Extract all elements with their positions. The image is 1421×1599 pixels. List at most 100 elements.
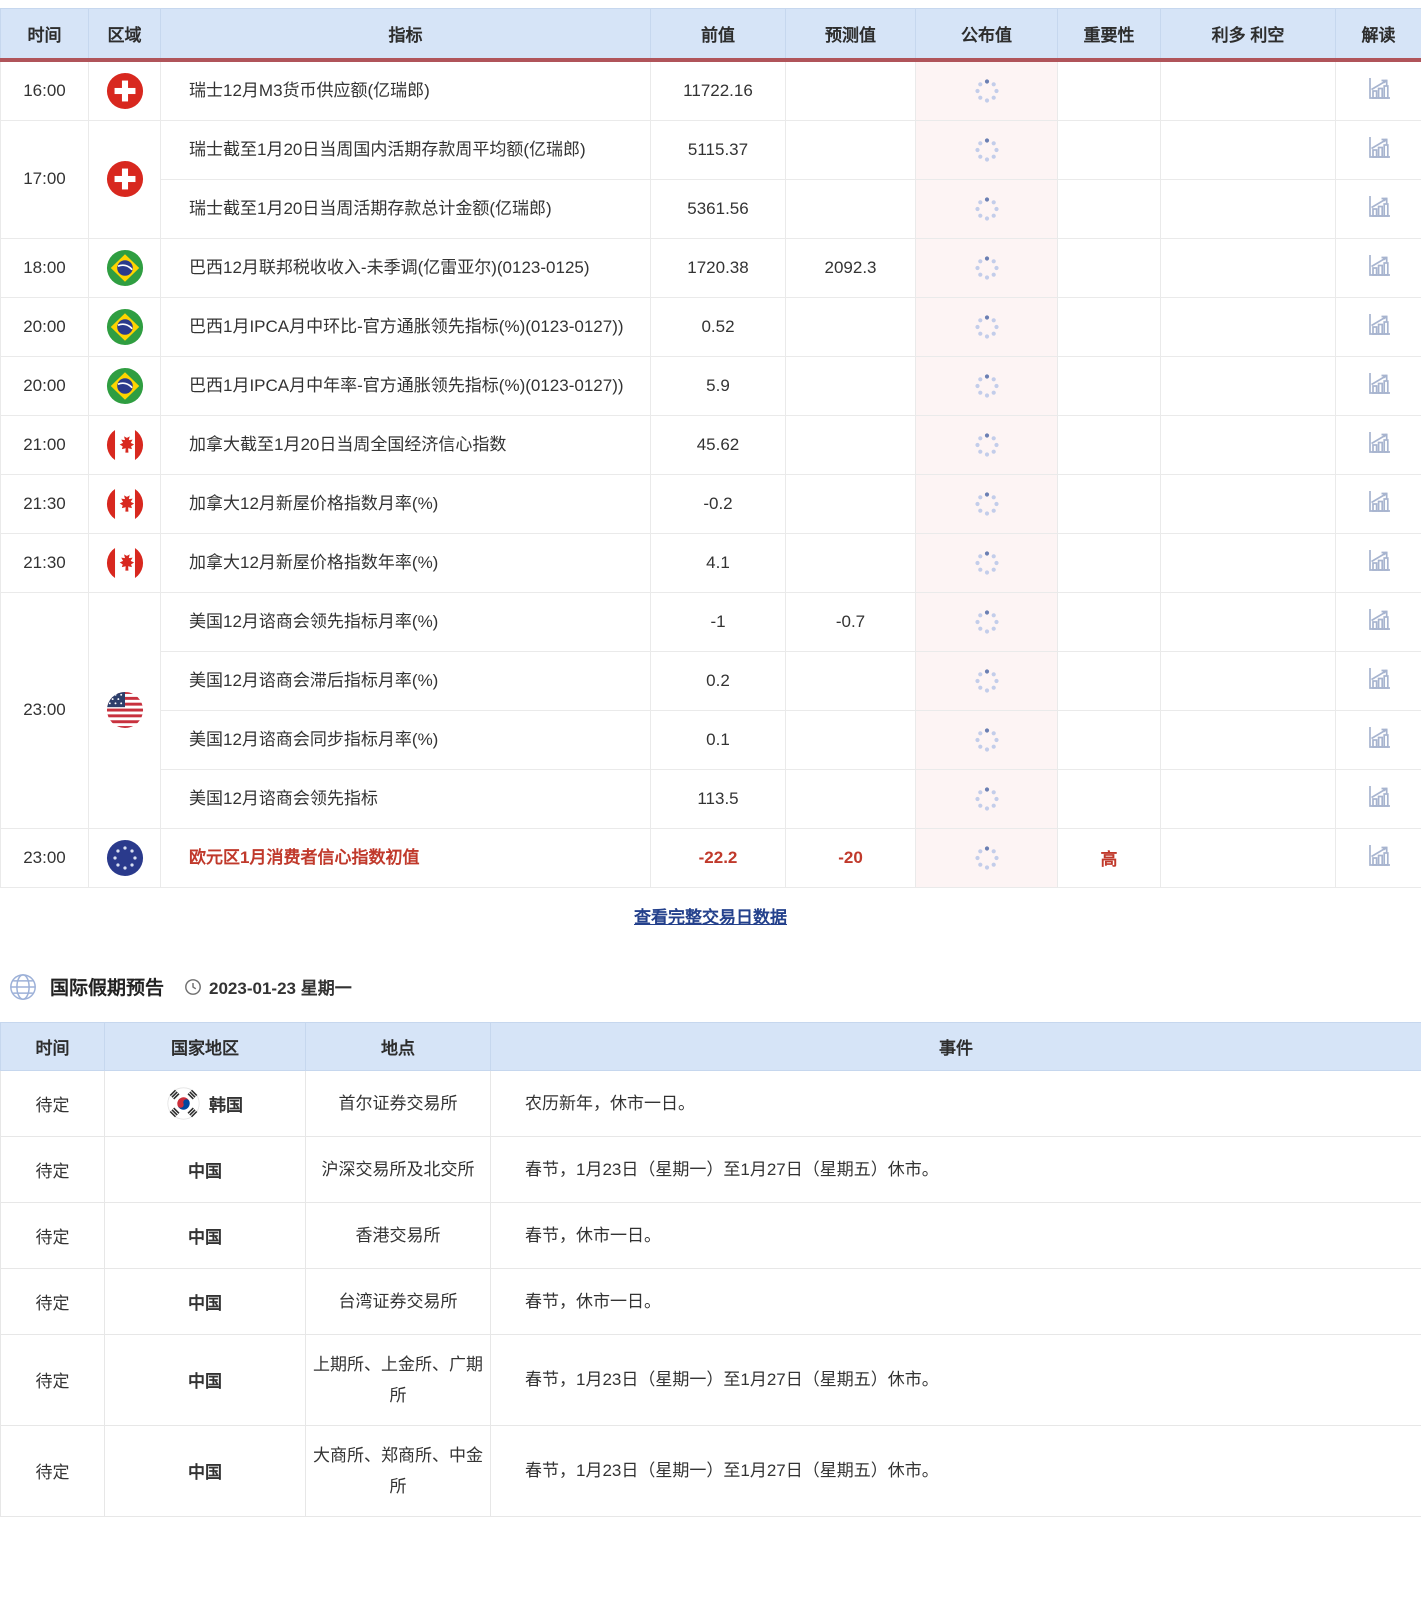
indicator-label: 瑞士截至1月20日当周国内活期存款周平均额(亿瑞郎)	[160, 119, 651, 180]
bullish-bearish-cell	[1160, 473, 1336, 534]
bullish-bearish-cell	[1160, 709, 1336, 770]
importance-cell	[1057, 178, 1161, 239]
previous-value: 0.1	[650, 709, 786, 770]
holiday-event: 春节，1月23日（星期一）至1月27日（星期五）休市。	[490, 1135, 1421, 1203]
holiday-country-cell: 中国	[104, 1201, 306, 1269]
bullish-bearish-cell	[1160, 59, 1336, 121]
interpret-chart-icon[interactable]	[1365, 133, 1393, 161]
importance-cell	[1057, 59, 1161, 121]
importance-cell	[1057, 296, 1161, 357]
calendar-column-header: 时间	[0, 8, 89, 62]
calendar-column-header: 前值	[650, 8, 786, 62]
event-time: 21:00	[0, 414, 89, 475]
region-cell	[88, 59, 161, 121]
region-cell	[88, 414, 161, 475]
importance-cell: 高	[1057, 827, 1161, 888]
interpret-chart-icon[interactable]	[1365, 546, 1393, 574]
holiday-country-name: 中国	[188, 1372, 222, 1391]
holiday-time: 待定	[0, 1201, 105, 1269]
interpret-chart-icon[interactable]	[1365, 74, 1393, 102]
holiday-event: 春节，休市一日。	[490, 1267, 1421, 1335]
previous-value: 1720.38	[650, 237, 786, 298]
previous-value: 5115.37	[650, 119, 786, 180]
interpret-cell	[1335, 709, 1421, 770]
interpret-chart-icon[interactable]	[1365, 487, 1393, 515]
event-time: 23:00	[0, 827, 89, 888]
interpret-chart-icon[interactable]	[1365, 664, 1393, 692]
interpret-cell	[1335, 59, 1421, 121]
published-value-cell	[915, 827, 1058, 888]
interpret-cell	[1335, 650, 1421, 711]
holiday-row: 待定 中国 沪深交易所及北交所 春节，1月23日（星期一）至1月27日（星期五）休市。	[0, 1135, 1421, 1203]
forecast-value	[785, 119, 916, 180]
indicator-label: 巴西1月IPCA月中环比-官方通胀领先指标(%)(0123-0127))	[160, 296, 651, 357]
holiday-time: 待定	[0, 1333, 105, 1426]
region-cell	[88, 237, 161, 298]
interpret-chart-icon[interactable]	[1365, 841, 1393, 869]
importance-cell	[1057, 355, 1161, 416]
loading-spinner-icon	[916, 784, 1057, 814]
calendar-row: 16:00 瑞士12月M3货币供应额(亿瑞郎) 11722.16	[0, 59, 1421, 121]
calendar-row: 20:00 巴西1月IPCA月中环比-官方通胀领先指标(%)(0123-0127)…	[0, 296, 1421, 357]
holiday-row: 待定 中国 台湾证券交易所 春节，休市一日。	[0, 1267, 1421, 1335]
loading-spinner-icon	[916, 430, 1057, 460]
calendar-column-header: 利多 利空	[1160, 8, 1336, 62]
interpret-cell	[1335, 178, 1421, 239]
indicator-label: 瑞士12月M3货币供应额(亿瑞郎)	[160, 59, 651, 121]
bullish-bearish-cell	[1160, 414, 1336, 475]
holiday-location: 上期所、上金所、广期所	[305, 1333, 491, 1426]
calendar-row: 21:30 加拿大12月新屋价格指数月率(%) -0.2	[0, 473, 1421, 534]
importance-cell	[1057, 119, 1161, 180]
view-full-day-link[interactable]: 查看完整交易日数据	[634, 907, 787, 927]
holiday-country-name: 中国	[188, 1161, 222, 1181]
importance-cell	[1057, 532, 1161, 593]
interpret-chart-icon[interactable]	[1365, 310, 1393, 338]
interpret-cell	[1335, 237, 1421, 298]
holiday-row: 待定 中国 香港交易所 春节，休市一日。	[0, 1201, 1421, 1269]
interpret-chart-icon[interactable]	[1365, 782, 1393, 810]
previous-value: 5361.56	[650, 178, 786, 239]
holiday-location: 大商所、郑商所、中金所	[305, 1424, 491, 1517]
canada-flag-icon	[106, 426, 144, 464]
indicator-label: 美国12月谘商会滞后指标月率(%)	[160, 650, 651, 711]
forecast-value	[785, 473, 916, 534]
interpret-chart-icon[interactable]	[1365, 251, 1393, 279]
previous-value: -22.2	[650, 827, 786, 888]
importance-cell	[1057, 709, 1161, 770]
loading-spinner-icon	[916, 194, 1057, 224]
interpret-chart-icon[interactable]	[1365, 192, 1393, 220]
calendar-column-header: 指标	[160, 8, 651, 62]
calendar-row: 21:00 加拿大截至1月20日当周全国经济信心指数 45.62	[0, 414, 1421, 475]
loading-spinner-icon	[916, 371, 1057, 401]
holiday-header-row: 时间 国家地区 地点 事件	[0, 1021, 1421, 1071]
interpret-chart-icon[interactable]	[1365, 428, 1393, 456]
forecast-value	[785, 768, 916, 829]
calendar-row: 瑞士截至1月20日当周活期存款总计金额(亿瑞郎) 5361.56	[1, 178, 1421, 239]
bullish-bearish-cell	[1160, 237, 1336, 298]
interpret-chart-icon[interactable]	[1365, 369, 1393, 397]
forecast-value	[785, 709, 916, 770]
event-time: 17:00	[0, 119, 89, 239]
published-value-cell	[915, 296, 1058, 357]
eu-flag-icon	[106, 839, 144, 877]
previous-value: 11722.16	[650, 59, 786, 121]
published-value-cell	[915, 237, 1058, 298]
loading-spinner-icon	[916, 253, 1057, 283]
calendar-row: 18:00 巴西12月联邦税收收入-未季调(亿雷亚尔)(0123-0125) 172…	[0, 237, 1421, 298]
previous-value: 45.62	[650, 414, 786, 475]
calendar-row: 21:30 加拿大12月新屋价格指数年率(%) 4.1	[0, 532, 1421, 593]
bullish-bearish-cell	[1160, 119, 1336, 180]
interpret-cell	[1335, 414, 1421, 475]
indicator-label: 瑞士截至1月20日当周活期存款总计金额(亿瑞郎)	[160, 178, 651, 239]
event-time: 20:00	[0, 355, 89, 416]
interpret-chart-icon[interactable]	[1365, 723, 1393, 751]
holiday-section-title: 国际假期预告	[50, 978, 165, 999]
loading-spinner-icon	[916, 76, 1057, 106]
holiday-country-cell: 韩国	[104, 1069, 306, 1137]
interpret-chart-icon[interactable]	[1365, 605, 1393, 633]
brazil-flag-icon	[106, 367, 144, 405]
indicator-label: 美国12月谘商会领先指标	[160, 768, 651, 829]
interpret-cell	[1335, 827, 1421, 888]
calendar-row: 23:00 欧元区1月消费者信心指数初值 -22.2 -20 高	[0, 827, 1421, 888]
interpret-cell	[1335, 532, 1421, 593]
